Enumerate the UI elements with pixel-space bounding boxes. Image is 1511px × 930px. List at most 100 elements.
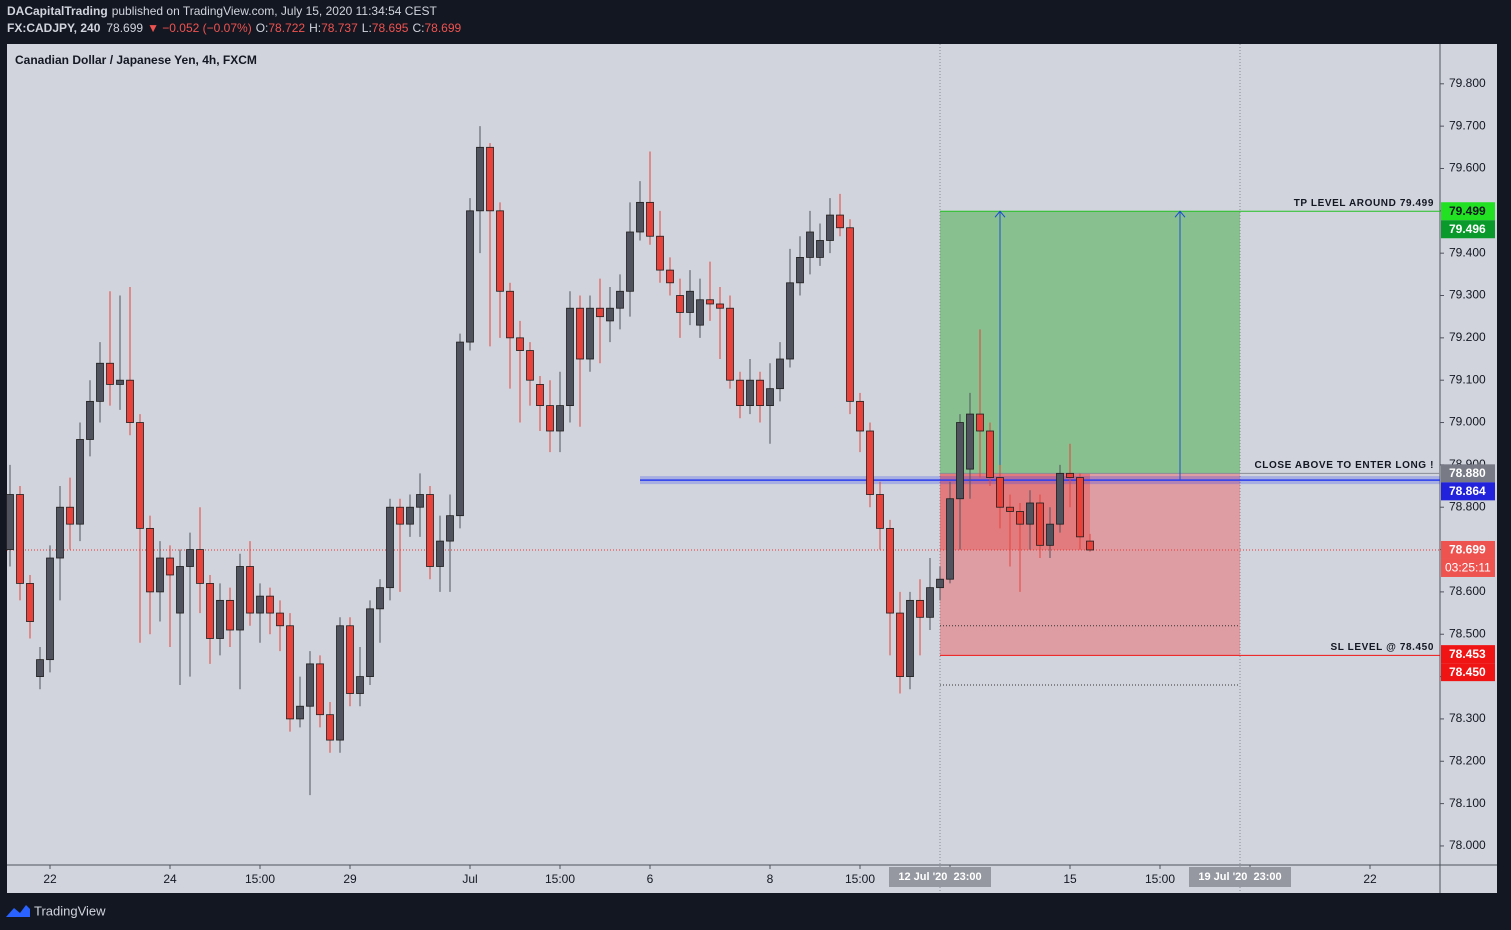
candle-body (576, 307, 584, 360)
price-tag (1441, 220, 1495, 239)
footer-brand: TradingView (34, 903, 106, 918)
candle-body (236, 566, 244, 631)
change: ▼ −0.052 (−0.07%) (147, 21, 252, 35)
candle-body (736, 379, 744, 406)
candle-body (866, 430, 874, 495)
candle-body (356, 676, 364, 694)
y-tick-label: 78.800 (1449, 499, 1486, 513)
symbol: FX:CADJPY, 240 (7, 21, 101, 35)
candle-body (586, 307, 594, 360)
candle-body (286, 625, 294, 720)
candle-body (146, 527, 154, 593)
chart-title: Canadian Dollar / Japanese Yen, 4h, FXCM (15, 53, 257, 67)
candle-body (526, 350, 534, 381)
candle-body (76, 439, 84, 525)
y-tick-label: 79.000 (1449, 415, 1486, 429)
candle-body (436, 540, 444, 567)
candle-body (1016, 511, 1024, 525)
candle-body (846, 227, 854, 402)
candle-body (666, 269, 674, 284)
candle-body (946, 498, 954, 580)
candle-body (446, 515, 454, 542)
candle-body (766, 388, 774, 406)
candle-body (826, 214, 834, 241)
candle-body (56, 506, 64, 559)
candle-body (636, 201, 644, 233)
arrow-head (1174, 210, 1186, 218)
price-tag (1441, 482, 1495, 501)
header-line-2: FX:CADJPY, 240 78.699 ▼ −0.052 (−0.07%) O:7… (7, 21, 462, 35)
candle-body (706, 299, 714, 305)
candle-body (556, 405, 564, 432)
candle-body (166, 557, 174, 576)
candle-body (456, 341, 464, 517)
price-tag-label: 78.453 (1449, 647, 1486, 661)
date-tag (889, 867, 991, 887)
candle-body (646, 201, 654, 237)
annotation: CLOSE ABOVE TO ENTER LONG ! (1254, 460, 1434, 471)
candle-body (86, 400, 94, 440)
candle-body (226, 599, 234, 631)
y-tick-label: 79.300 (1449, 288, 1486, 302)
candle-body (306, 663, 314, 707)
candle-body (106, 362, 114, 385)
candle-body (316, 663, 324, 716)
candle-body (776, 358, 784, 390)
candle-body (986, 430, 994, 478)
candle-body (276, 612, 284, 627)
x-tick-label: 15 (1063, 872, 1077, 886)
candle-body (936, 578, 944, 589)
candle-body (876, 494, 884, 529)
countdown-label: 03:25:11 (1445, 561, 1491, 575)
x-tick-label: 15:00 (1145, 872, 1175, 886)
candle-body (1026, 502, 1034, 525)
candle-body (996, 477, 1004, 508)
candle-body (216, 599, 224, 639)
header-line-1: DACapitalTrading published on TradingView… (7, 4, 437, 18)
candle-body (746, 379, 754, 406)
candle-body (1006, 506, 1014, 512)
candle-body (566, 307, 574, 406)
candle-body (836, 214, 844, 229)
y-tick-label: 79.800 (1449, 76, 1486, 90)
y-tick-label: 78.300 (1449, 711, 1486, 725)
x-tick-label: 22 (43, 872, 57, 886)
x-tick-label: Jul (462, 872, 477, 886)
candle-body (366, 608, 374, 677)
candle-body (886, 527, 894, 614)
candle-body (726, 307, 734, 381)
candle-body (46, 557, 54, 661)
candle-body (1086, 540, 1094, 551)
y-tick-label: 79.600 (1449, 161, 1486, 175)
date-tag (1189, 867, 1291, 887)
price-tag (1441, 645, 1495, 664)
candle-body (96, 362, 104, 402)
candle-body (716, 303, 724, 309)
last-price: 78.699 (106, 21, 143, 35)
candle-body (606, 307, 614, 322)
candle-body (296, 705, 304, 720)
author: DACapitalTrading (7, 4, 108, 18)
candle-body (476, 146, 484, 212)
date-tag-label: 19 Jul '20 23:00 (1198, 871, 1281, 883)
y-tick-label: 78.600 (1449, 584, 1486, 598)
candle-body (676, 295, 684, 313)
chart-area (7, 44, 1497, 893)
price-tag-label: 78.450 (1449, 665, 1486, 679)
y-tick-label: 79.100 (1449, 372, 1486, 386)
x-tick-label: 22 (1363, 872, 1377, 886)
candle-body (976, 413, 984, 432)
candle-body (136, 422, 144, 529)
stop-zone (940, 473, 1240, 656)
candle-body (206, 583, 214, 639)
candle-body (326, 714, 334, 741)
price-tag-label: 78.864 (1449, 484, 1486, 498)
y-tick-label: 78.200 (1449, 753, 1486, 767)
candle-body (66, 506, 74, 525)
candle-body (36, 659, 44, 677)
candle-body (856, 400, 864, 432)
candle-body (406, 506, 414, 525)
footer-logo (6, 905, 30, 917)
candle-body (26, 583, 34, 622)
